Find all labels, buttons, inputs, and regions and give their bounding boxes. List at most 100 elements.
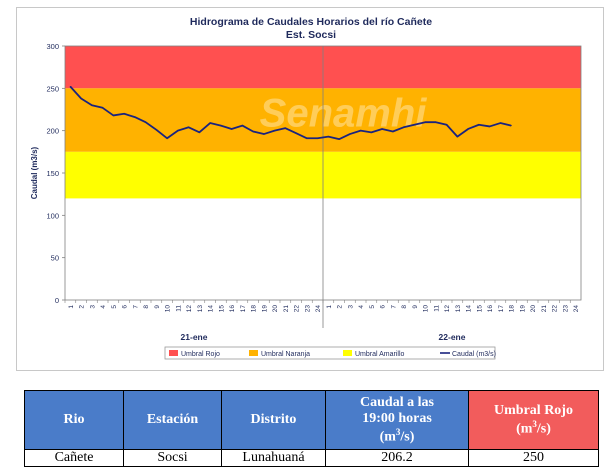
x-tick-label: 8 <box>401 305 408 309</box>
summary-table: Rio Estación Distrito Caudal a las 19:00 … <box>24 390 599 467</box>
data-point <box>403 126 405 128</box>
x-tick-label: 17 <box>240 305 247 313</box>
legend-swatch <box>169 350 178 356</box>
x-tick-label: 1 <box>326 305 333 309</box>
x-tick-label: 19 <box>519 305 526 313</box>
legend-label: Umbral Amarillo <box>355 351 405 358</box>
x-tick-label: 18 <box>251 305 258 313</box>
x-tick-label: 13 <box>197 305 204 313</box>
data-point <box>112 114 114 117</box>
x-tick-label: 15 <box>218 305 225 313</box>
x-tick-label: 21 <box>541 305 548 313</box>
data-point <box>123 113 125 115</box>
data-point <box>456 135 458 138</box>
x-tick-label: 17 <box>498 305 505 313</box>
data-point <box>134 116 136 118</box>
data-point <box>306 137 308 139</box>
x-tick-label: 20 <box>530 305 537 313</box>
x-tick-label: 5 <box>111 305 118 309</box>
x-tick-label: 18 <box>509 305 516 313</box>
y-tick-label: 100 <box>46 211 59 220</box>
data-point <box>413 124 415 126</box>
y-tick-label: 150 <box>46 169 59 178</box>
cell-distrito: Lunahuaná <box>221 449 326 467</box>
legend-swatch <box>343 350 352 356</box>
x-tick-label: 7 <box>132 305 139 309</box>
x-tick-label: 1 <box>68 305 75 309</box>
table-row: Cañete Socsi Lunahuaná 206.2 250 <box>24 449 599 467</box>
y-tick-label: 250 <box>46 84 59 93</box>
x-tick-label: 6 <box>122 305 129 309</box>
data-point <box>102 107 104 109</box>
data-point <box>360 130 362 132</box>
x-tick-label: 12 <box>444 305 451 313</box>
y-tick-label: 300 <box>46 42 59 51</box>
x-tick-label: 10 <box>423 305 430 313</box>
cell-rio: Cañete <box>24 449 124 467</box>
data-point <box>349 133 351 135</box>
day-label: 21-ene <box>181 332 208 342</box>
y-axis-label: Caudal (m3/s) <box>30 146 39 199</box>
data-point <box>295 132 297 134</box>
legend-swatch <box>249 350 258 356</box>
cell-caudal: 206.2 <box>325 449 469 467</box>
x-tick-label: 13 <box>455 305 462 313</box>
header-rio: Rio <box>24 390 124 450</box>
legend-label: Umbral Rojo <box>181 351 220 358</box>
data-point <box>231 128 233 130</box>
x-tick-label: 8 <box>143 305 150 309</box>
data-point <box>381 128 383 130</box>
x-tick-label: 19 <box>261 305 268 313</box>
data-point <box>198 131 200 133</box>
x-tick-label: 2 <box>79 305 86 309</box>
data-point <box>263 133 265 135</box>
x-tick-label: 7 <box>390 305 397 309</box>
data-point <box>145 121 147 123</box>
cell-umbral: 250 <box>468 449 599 467</box>
data-point <box>155 129 157 131</box>
x-tick-label: 2 <box>337 305 344 309</box>
x-tick-label: 3 <box>347 305 354 309</box>
hydrograph-chart: Hidrograma de Caudales Horarios del río … <box>16 7 604 371</box>
x-tick-label: 23 <box>562 305 569 313</box>
data-point <box>177 130 179 132</box>
x-tick-label: 20 <box>272 305 279 313</box>
legend-label: Umbral Naranja <box>261 351 310 358</box>
data-point <box>80 97 82 100</box>
x-tick-label: 4 <box>358 305 365 309</box>
chart-subtitle: Est. Socsi <box>285 29 337 41</box>
y-tick-label: 200 <box>46 127 59 136</box>
legend-box <box>164 346 496 360</box>
x-tick-label: 3 <box>89 305 96 309</box>
header-estacion: Estación <box>123 390 222 450</box>
data-point <box>338 138 340 140</box>
data-point <box>188 126 190 128</box>
data-point <box>510 124 512 127</box>
data-point <box>166 137 168 139</box>
x-tick-label: 12 <box>186 305 193 313</box>
x-tick-label: 16 <box>487 305 494 313</box>
data-point <box>284 127 286 129</box>
x-tick-label: 15 <box>476 305 483 313</box>
day-label: 22-ene <box>439 332 466 342</box>
table-header-row: Rio Estación Distrito Caudal a las 19:00 … <box>24 390 599 450</box>
data-point <box>69 86 71 88</box>
x-tick-label: 6 <box>380 305 387 309</box>
x-tick-label: 10 <box>165 305 172 313</box>
x-tick-label: 16 <box>229 305 236 313</box>
series-line-caudal <box>69 86 512 141</box>
header-umbral-rojo: Umbral Rojo (m3/s) <box>468 390 599 450</box>
data-point <box>91 104 93 106</box>
x-tick-label: 9 <box>412 305 419 309</box>
data-point <box>478 124 480 126</box>
data-point <box>489 125 491 128</box>
x-tick-label: 24 <box>315 305 322 313</box>
data-point <box>499 122 501 124</box>
x-tick-label: 11 <box>175 305 182 312</box>
x-tick-label: 23 <box>304 305 311 313</box>
data-point <box>424 121 426 123</box>
data-point <box>435 121 437 123</box>
header-caudal: Caudal a las 19:00 horas (m3/s) <box>325 390 469 450</box>
data-point <box>392 130 394 133</box>
